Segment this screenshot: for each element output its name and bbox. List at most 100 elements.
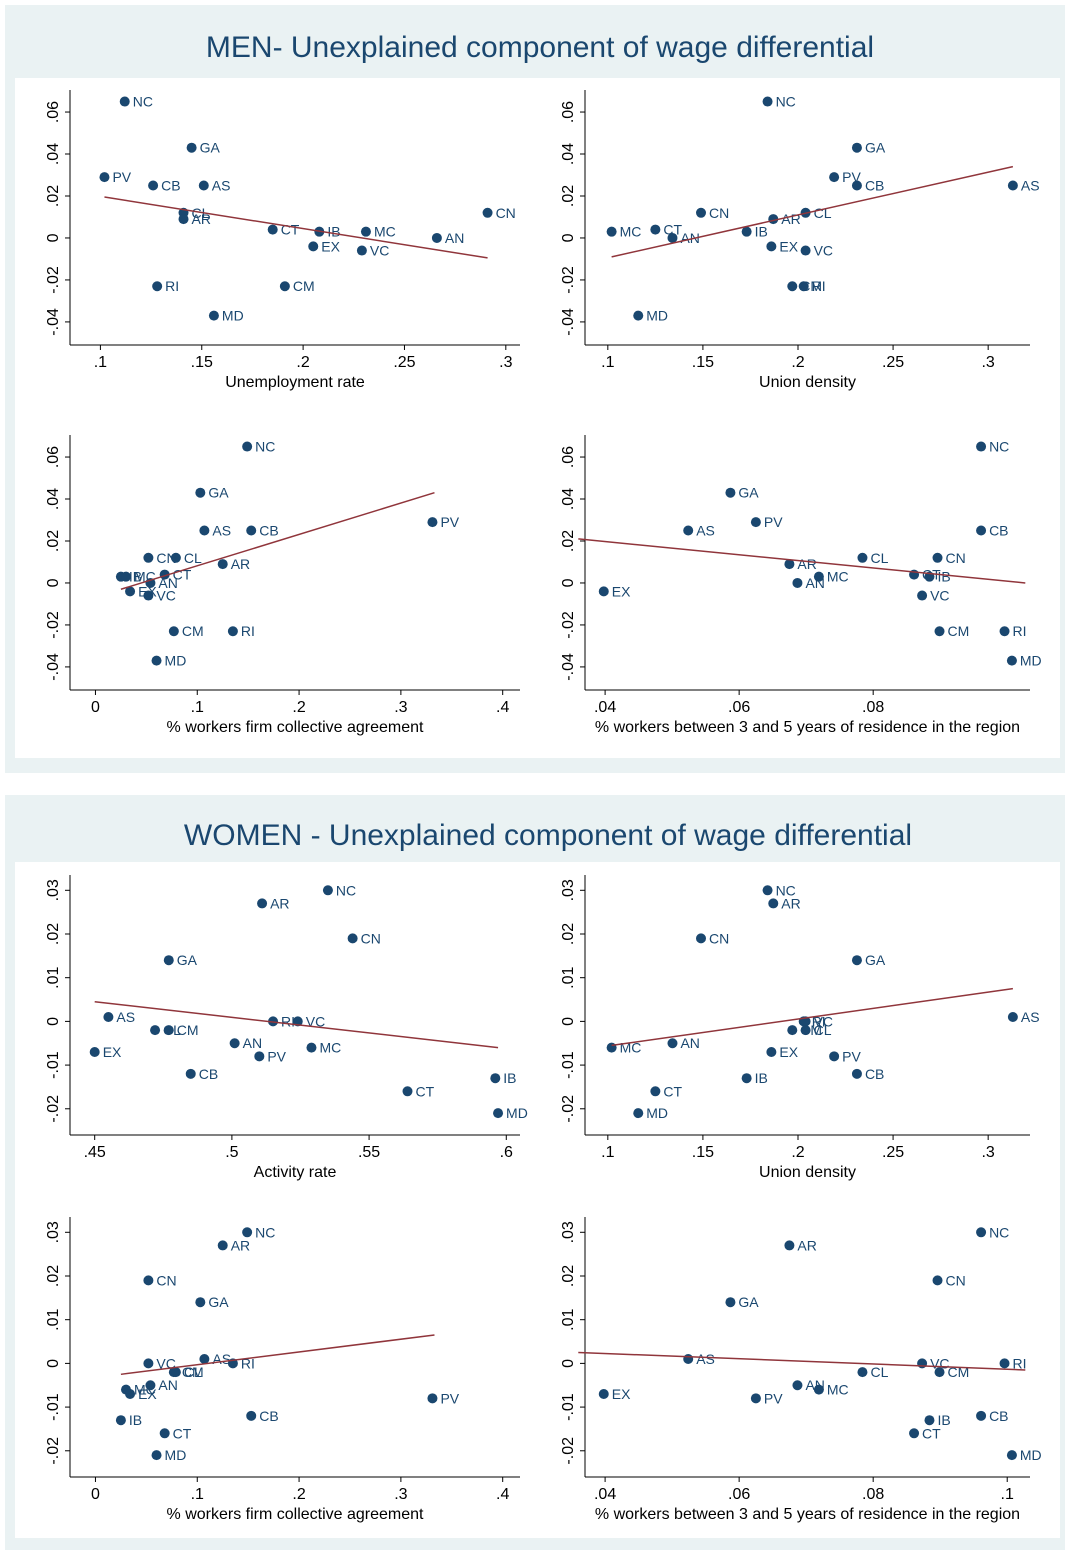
- point: [784, 559, 795, 570]
- point: [242, 1227, 253, 1238]
- point-label: AR: [231, 556, 250, 572]
- point: [683, 1354, 694, 1365]
- point-label: CL: [814, 1022, 832, 1038]
- point: [89, 1046, 100, 1057]
- point-label: CM: [800, 1022, 822, 1038]
- point: [800, 245, 811, 256]
- fit-line: [578, 1351, 1026, 1371]
- point-label: EX: [779, 238, 798, 254]
- point-label: CB: [161, 177, 180, 193]
- point-label: NC: [336, 882, 356, 898]
- point-label: EX: [138, 1386, 157, 1402]
- point: [482, 207, 493, 218]
- point-label: VC: [930, 588, 949, 604]
- point: [347, 933, 358, 944]
- point: [125, 586, 136, 597]
- x-axis-title: Union density: [759, 374, 856, 391]
- point-label: CL: [870, 550, 888, 566]
- point-label: RI: [1013, 1355, 1027, 1371]
- point-label: GA: [208, 485, 229, 501]
- point-label: AS: [1021, 177, 1040, 193]
- point: [766, 241, 777, 252]
- point: [170, 552, 181, 563]
- point-label: PV: [764, 514, 783, 530]
- y-tick-label: -.04: [45, 308, 62, 336]
- y-tick-label: .03: [560, 879, 577, 901]
- point-label: AR: [781, 895, 800, 911]
- point-label: CL: [184, 550, 202, 566]
- point-label: AR: [797, 556, 816, 572]
- point: [787, 281, 798, 292]
- y-tick-label: -.01: [560, 1393, 577, 1421]
- point: [306, 1042, 317, 1053]
- point-label: NC: [776, 94, 796, 110]
- point-label: MD: [1020, 1447, 1042, 1463]
- point-label: PV: [842, 1048, 861, 1064]
- point-label: EX: [612, 1386, 631, 1402]
- x-tick-label: .4: [496, 1486, 509, 1503]
- point: [787, 1025, 798, 1036]
- point-label: MC: [827, 1382, 849, 1398]
- y-tick-label: 0: [560, 233, 577, 242]
- point-label: AR: [192, 211, 211, 227]
- point-label: CT: [416, 1083, 435, 1099]
- point: [229, 1038, 240, 1049]
- y-tick-label: -.04: [560, 308, 577, 336]
- point: [766, 1046, 777, 1057]
- x-axis-title: Union density: [759, 1164, 856, 1181]
- point-label: RI: [812, 1013, 826, 1029]
- point-label: VC: [306, 1013, 325, 1029]
- point-label: PV: [440, 1390, 459, 1406]
- point: [308, 241, 319, 252]
- point: [932, 552, 943, 563]
- point-label: EX: [779, 1044, 798, 1060]
- point-label: AS: [212, 177, 231, 193]
- x-tick-label: .3: [394, 699, 407, 716]
- point-label: AR: [781, 211, 800, 227]
- point-label: MD: [646, 1105, 668, 1121]
- point: [427, 517, 438, 528]
- point-label: CB: [259, 522, 278, 538]
- point: [152, 281, 163, 292]
- x-axis-title: Activity rate: [254, 1164, 337, 1181]
- point-label: PV: [267, 1048, 286, 1064]
- point: [246, 1410, 257, 1421]
- point: [813, 571, 824, 582]
- y-tick-label: .02: [560, 185, 577, 207]
- point: [813, 1384, 824, 1395]
- point: [598, 1388, 609, 1399]
- point-label: CB: [259, 1408, 278, 1424]
- point-label: AS: [116, 1009, 135, 1025]
- y-tick-label: 0: [45, 578, 62, 587]
- point-label: RI: [812, 278, 826, 294]
- point: [917, 1358, 928, 1369]
- point: [151, 655, 162, 666]
- point-label: RI: [281, 1013, 295, 1029]
- point-label: AR: [231, 1237, 250, 1253]
- point-label: CM: [800, 278, 822, 294]
- point: [633, 310, 644, 321]
- point: [246, 525, 257, 536]
- point-label: AN: [680, 1035, 699, 1051]
- point-label: CN: [156, 1272, 176, 1288]
- y-tick-label: .02: [560, 530, 577, 552]
- x-tick-label: .04: [594, 1486, 616, 1503]
- point: [650, 224, 661, 235]
- point-label: EX: [103, 1044, 122, 1060]
- point: [932, 1275, 943, 1286]
- x-tick-label: .15: [191, 354, 213, 371]
- point: [683, 525, 694, 536]
- y-tick-label: .06: [560, 446, 577, 468]
- y-tick-label: .01: [45, 966, 62, 988]
- y-tick-label: .03: [45, 1221, 62, 1243]
- y-tick-label: -.01: [45, 1393, 62, 1421]
- point: [163, 955, 174, 966]
- y-tick-label: -.02: [45, 1437, 62, 1465]
- y-tick-label: -.02: [560, 1437, 577, 1465]
- point-label: MC: [374, 224, 396, 240]
- point: [148, 180, 159, 191]
- y-tick-label: .03: [560, 1221, 577, 1243]
- x-tick-label: .15: [692, 354, 714, 371]
- fit-line: [611, 165, 1014, 258]
- point: [1007, 180, 1018, 191]
